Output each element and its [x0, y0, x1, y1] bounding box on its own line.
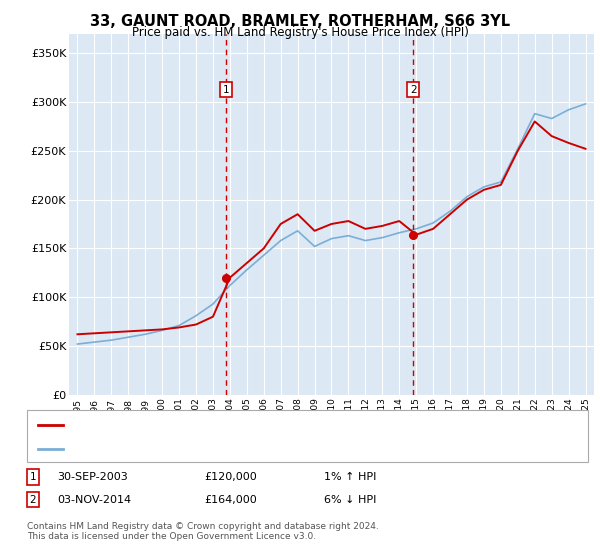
Text: 33, GAUNT ROAD, BRAMLEY, ROTHERHAM, S66 3YL (detached house): 33, GAUNT ROAD, BRAMLEY, ROTHERHAM, S66 …: [70, 420, 432, 430]
Text: 1: 1: [223, 85, 229, 95]
Text: 1% ↑ HPI: 1% ↑ HPI: [324, 472, 376, 482]
Text: 30-SEP-2003: 30-SEP-2003: [57, 472, 128, 482]
Text: £120,000: £120,000: [204, 472, 257, 482]
Text: Contains HM Land Registry data © Crown copyright and database right 2024.
This d: Contains HM Land Registry data © Crown c…: [27, 522, 379, 542]
Text: 2: 2: [29, 494, 37, 505]
Text: Price paid vs. HM Land Registry's House Price Index (HPI): Price paid vs. HM Land Registry's House …: [131, 26, 469, 39]
Text: 03-NOV-2014: 03-NOV-2014: [57, 494, 131, 505]
Text: 6% ↓ HPI: 6% ↓ HPI: [324, 494, 376, 505]
Text: 33, GAUNT ROAD, BRAMLEY, ROTHERHAM, S66 3YL: 33, GAUNT ROAD, BRAMLEY, ROTHERHAM, S66 …: [90, 14, 510, 29]
Text: £164,000: £164,000: [204, 494, 257, 505]
Text: 1: 1: [29, 472, 37, 482]
Text: HPI: Average price, detached house, Rotherham: HPI: Average price, detached house, Roth…: [70, 444, 320, 454]
Text: 2: 2: [410, 85, 416, 95]
